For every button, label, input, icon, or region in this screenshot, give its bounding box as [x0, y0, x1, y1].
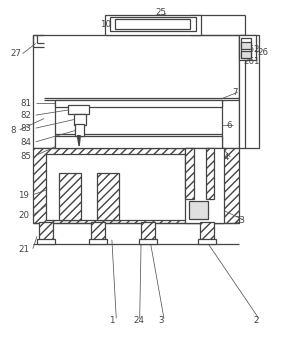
- Text: 20: 20: [18, 211, 29, 221]
- Text: 81: 81: [21, 99, 31, 108]
- Text: 26: 26: [258, 48, 269, 57]
- Text: 25: 25: [156, 8, 167, 17]
- Bar: [91, 222, 106, 240]
- Text: 19: 19: [18, 191, 29, 200]
- Text: 84: 84: [21, 138, 31, 147]
- Text: 82: 82: [21, 111, 31, 120]
- Bar: [188, 201, 208, 219]
- Bar: [241, 51, 251, 58]
- Bar: [198, 239, 216, 244]
- Bar: [141, 222, 155, 240]
- Bar: [33, 147, 240, 223]
- Text: 83: 83: [21, 124, 31, 133]
- Text: 261: 261: [243, 57, 260, 66]
- Bar: [115, 19, 190, 29]
- Text: 1: 1: [109, 316, 114, 324]
- Bar: [240, 35, 259, 147]
- Bar: [240, 35, 255, 60]
- Text: 3: 3: [159, 316, 164, 324]
- Text: 21: 21: [18, 245, 29, 254]
- Text: 27: 27: [10, 49, 21, 58]
- Text: 7: 7: [232, 88, 237, 97]
- Text: 23: 23: [235, 215, 246, 225]
- Bar: [46, 154, 210, 220]
- Bar: [185, 147, 194, 199]
- Text: 4: 4: [223, 153, 228, 162]
- Bar: [74, 114, 86, 126]
- Bar: [89, 239, 108, 244]
- Text: 10: 10: [100, 20, 111, 29]
- Text: 85: 85: [21, 152, 31, 161]
- Polygon shape: [77, 135, 80, 146]
- Bar: [75, 125, 84, 135]
- Bar: [55, 100, 222, 107]
- Text: 2: 2: [254, 316, 259, 324]
- Bar: [241, 43, 251, 49]
- Bar: [55, 135, 222, 147]
- Bar: [33, 35, 240, 147]
- Bar: [185, 147, 224, 223]
- Bar: [59, 173, 81, 220]
- Text: 6: 6: [226, 121, 231, 130]
- Bar: [110, 17, 196, 32]
- Bar: [139, 239, 157, 244]
- Text: 8: 8: [10, 126, 16, 135]
- Bar: [39, 222, 53, 240]
- Text: 262: 262: [243, 45, 260, 54]
- Bar: [37, 239, 55, 244]
- Bar: [97, 173, 119, 220]
- Bar: [241, 38, 251, 58]
- Bar: [206, 147, 214, 199]
- Bar: [68, 105, 89, 114]
- Bar: [200, 222, 214, 240]
- Bar: [105, 15, 201, 35]
- Text: 24: 24: [134, 316, 145, 324]
